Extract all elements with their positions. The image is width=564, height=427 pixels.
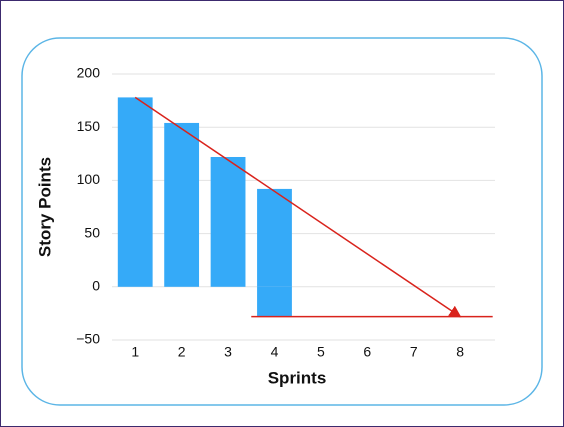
x-tick-label: 8 (456, 344, 464, 360)
y-tick-label: 0 (92, 278, 100, 294)
x-axis-title: Sprints (268, 368, 327, 387)
y-tick-label: 200 (77, 65, 101, 81)
x-tick-label: 3 (224, 344, 232, 360)
bar (257, 286, 292, 317)
y-axis-title: Story Points (35, 157, 54, 257)
y-tick-label: 100 (77, 171, 101, 187)
x-tick-label: 4 (271, 344, 279, 360)
x-tick-label: 7 (410, 344, 418, 360)
trend-line (134, 96, 462, 318)
bar (164, 122, 200, 287)
x-tick-label: 1 (131, 344, 139, 360)
bar (210, 156, 246, 287)
bar (257, 188, 292, 287)
y-tick-label: −50 (76, 331, 100, 347)
x-tick-label: 5 (317, 344, 325, 360)
bar (117, 97, 153, 287)
x-tick-label: 2 (178, 344, 186, 360)
y-tick-label: 150 (77, 118, 101, 134)
x-tick-label: 6 (363, 344, 371, 360)
plot-area: −50 0 50 100 150 200 1 2 3 4 5 6 7 8 (76, 65, 495, 360)
y-tick-label: 50 (84, 224, 100, 240)
